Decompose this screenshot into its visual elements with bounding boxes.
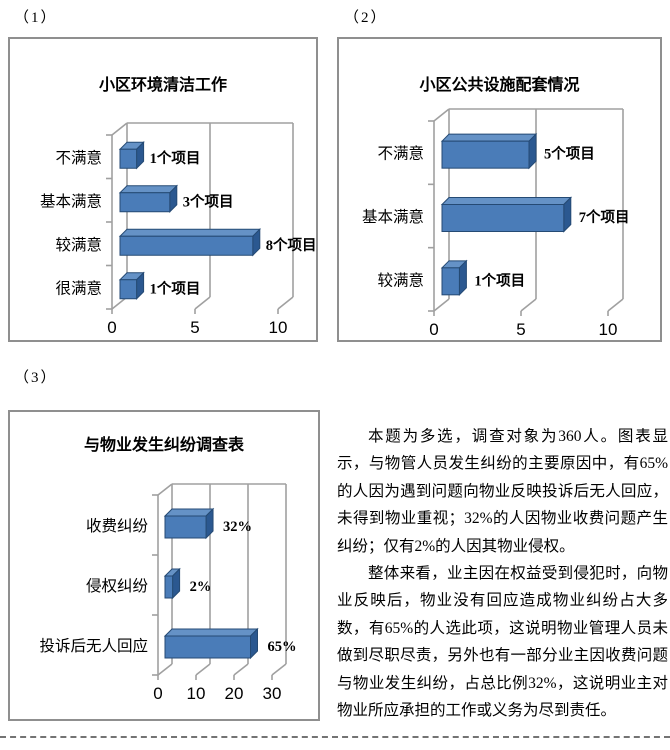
chart-title: 小区环境清洁工作: [99, 75, 227, 94]
bar-value-label: 7个项目: [579, 209, 630, 226]
grid-line-foot: [157, 663, 173, 676]
category-label: 很满意: [55, 278, 102, 297]
section-label-2: （2）: [344, 10, 388, 26]
bar-chart-public-facilities: 小区公共设施配套情况 0 5 10 5个项目 不满意 7个项目 基本满意 1个项目 较满意: [362, 75, 630, 339]
bar-front-face: [164, 515, 207, 539]
bar-value-label: 32%: [223, 519, 252, 535]
grid-line-foot: [195, 663, 211, 676]
analysis-text-block: 本题为多选，调查对象为360人。图表显示，与物管人员发生纠纷的主要原因中，有65…: [337, 423, 668, 724]
category-label: 侵权纠纷: [86, 577, 149, 595]
dashed-divider: [0, 736, 670, 738]
chart-title: 与物业发生纠纷调查表: [84, 435, 245, 454]
x-axis-tick-label: 0: [153, 684, 162, 703]
grid-line-foot: [607, 298, 624, 312]
x-axis-tick-label: 0: [429, 320, 438, 339]
bar-value-label: 1个项目: [474, 272, 525, 289]
x-axis-tick-label: 5: [516, 320, 525, 339]
grid-line-foot: [520, 298, 537, 312]
bar-value-label: 1个项目: [150, 280, 201, 297]
bar-top-face: [440, 197, 573, 205]
bar-front-face: [441, 267, 460, 296]
x-axis-tick-label: 30: [263, 684, 282, 703]
section-label-3: （3）: [14, 370, 58, 386]
category-label: 不满意: [377, 144, 424, 163]
chart-title: 小区公共设施配套情况: [419, 75, 579, 94]
bar-value-label: 2%: [190, 579, 212, 595]
category-label: 基本满意: [362, 207, 424, 226]
bar-front-face: [164, 635, 251, 659]
bar-top-face: [163, 508, 215, 517]
bar-front-face: [119, 279, 138, 300]
chart-box-environment-cleaning: 小区环境清洁工作 0 5 10 1个项目 不满意 3个项目 基本满意 8个项目 较满意 1个项目 很满…: [8, 37, 318, 342]
bar-value-label: 8个项目: [266, 237, 316, 254]
x-axis-tick-label: 5: [190, 318, 199, 337]
x-axis-tick-label: 20: [225, 684, 244, 703]
chart-box-property-disputes: 与物业发生纠纷调查表 0 10 20 30 32% 收费纠纷 2% 侵权纠纷 65% 投诉后无人回应: [8, 410, 320, 721]
bar-front-face: [119, 192, 171, 213]
category-label: 基本满意: [40, 191, 102, 210]
grid-line-foot: [233, 663, 249, 676]
analysis-paragraph-2: 整体来看，业主因在权益受到侵犯时，向物业反映后，物业没有回应造成物业纠纷占大多数…: [337, 565, 668, 720]
bar-front-face: [164, 575, 174, 599]
bar-value-label: 1个项目: [150, 150, 201, 167]
bar-top-face: [440, 133, 538, 142]
category-label: 较满意: [377, 270, 424, 289]
axis-corner-line: [111, 122, 128, 136]
chart-box-public-facilities: 小区公共设施配套情况 0 5 10 5个项目 不满意 7个项目 基本满意 1个项目 较满意: [337, 37, 662, 342]
x-axis-tick-label: 0: [107, 318, 116, 337]
analysis-paragraph-1: 本题为多选，调查对象为360人。图表显示，与物管人员发生纠纷的主要原因中，有65…: [337, 428, 668, 555]
bar-value-label: 5个项目: [544, 146, 595, 163]
bar-value-label: 3个项目: [183, 193, 234, 210]
bar-value-label: 65%: [268, 639, 297, 655]
bar-front-face: [119, 148, 138, 169]
section-label-1: （1）: [14, 10, 58, 26]
grid-line-foot: [194, 296, 211, 310]
category-label: 较满意: [55, 235, 102, 254]
grid-line-foot: [277, 296, 294, 310]
bar-top-face: [118, 228, 262, 237]
bar-front-face: [441, 204, 565, 232]
x-axis-tick-label: 10: [269, 318, 288, 337]
category-label: 收费纠纷: [86, 517, 149, 535]
category-label: 投诉后无人回应: [39, 636, 148, 655]
bar-front-face: [119, 235, 254, 256]
grid-line-foot: [271, 663, 287, 676]
axis-corner-line: [157, 483, 173, 496]
category-label: 不满意: [55, 148, 102, 167]
bar-front-face: [441, 140, 530, 169]
x-axis-tick-label: 10: [599, 320, 618, 339]
bar-top-face: [118, 185, 179, 194]
axis-corner-line: [433, 108, 450, 122]
bar-top-face: [163, 628, 259, 637]
bar-chart-property-disputes: 与物业发生纠纷调查表 0 10 20 30 32% 收费纠纷 2% 侵权纠纷 65% 投诉后无人回应: [39, 435, 297, 703]
grid-line-foot: [433, 298, 450, 312]
x-axis-tick-label: 10: [187, 684, 206, 703]
